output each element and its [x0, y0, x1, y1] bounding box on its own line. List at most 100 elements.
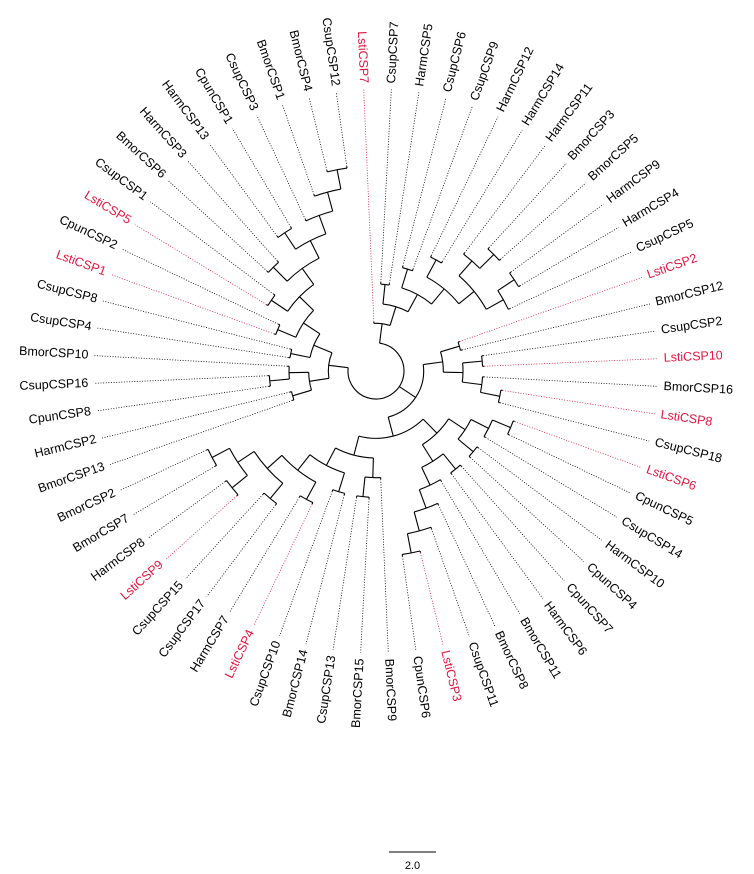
leaf-label-lsticsp4: LstiCSP4	[222, 627, 257, 680]
leaf-leader-line	[332, 497, 357, 650]
branch-segment	[426, 259, 437, 278]
branch-arc	[281, 454, 317, 483]
branch-segment	[269, 482, 284, 499]
leaf-label-csupcsp13: CsupCSP13	[314, 654, 338, 724]
leaf-label-csupcsp11: CsupCSP11	[466, 640, 502, 709]
leaf-leader-line	[488, 162, 567, 248]
branch-segment	[421, 444, 434, 462]
branch-arc	[347, 342, 405, 400]
branch-arc	[309, 454, 345, 474]
branch-segment	[513, 420, 515, 423]
leaf-label-bmorcsp13: BmorCSP13	[36, 459, 106, 495]
branch-arc	[468, 446, 478, 457]
leaf-label-bmorcsp4: BmorCSP4	[287, 29, 315, 93]
branch-segment	[313, 194, 316, 197]
branch-segment	[277, 329, 297, 338]
leaf-leader-line	[483, 330, 656, 357]
leaf-leader-line	[94, 355, 288, 367]
leaf-leader-line	[360, 498, 370, 653]
leaf-leader-line	[478, 447, 602, 541]
branch-arc	[458, 275, 487, 310]
branch-segment	[313, 344, 333, 354]
branch-arc	[364, 476, 381, 479]
branch-segment	[353, 435, 360, 456]
leaf-leader-line	[470, 457, 585, 562]
branch-segment	[304, 219, 307, 222]
branch-arc	[327, 352, 333, 379]
branch-segment	[290, 353, 311, 359]
branch-segment	[518, 285, 521, 288]
branch-arc	[422, 418, 450, 446]
branch-segment	[476, 446, 479, 449]
branch-segment	[487, 247, 490, 250]
leaf-label-lsticsp5: LstiCSP5	[82, 188, 134, 227]
branch-segment	[492, 419, 511, 429]
branch-arc	[308, 372, 312, 391]
branch-segment	[468, 455, 471, 458]
leaf-leader-line	[101, 391, 290, 439]
branch-arc	[401, 287, 432, 305]
branch-arc	[207, 449, 217, 466]
leaf-leader-line	[420, 552, 444, 646]
branch-segment	[421, 467, 431, 486]
leaf-leader-line	[305, 494, 345, 645]
leaf-leader-line	[110, 274, 275, 335]
branch-segment	[483, 436, 486, 438]
branch-segment	[237, 450, 255, 463]
leaf-label-csupcsp5: CsupCSP5	[634, 216, 696, 255]
branch-arc	[450, 464, 461, 474]
leaf-label-bmorcsp10: BmorCSP10	[19, 344, 89, 362]
branch-segment	[485, 299, 504, 310]
leaf-leader-lines	[94, 89, 658, 653]
branch-arc	[380, 283, 390, 286]
branch-arc	[286, 257, 320, 282]
branch-segment	[325, 447, 336, 466]
branch-segment	[266, 304, 269, 306]
leaf-leader-line	[464, 145, 546, 254]
branch-segment	[273, 293, 276, 296]
branch-segment	[271, 299, 288, 312]
branch-segment	[214, 464, 217, 467]
branch-segment	[290, 226, 293, 229]
leaf-leader-line	[438, 504, 496, 627]
branch-arc	[483, 419, 493, 437]
branch-segment	[311, 502, 314, 505]
branch-segment	[298, 495, 301, 498]
branch-segment	[224, 480, 227, 483]
leaf-leader-line	[229, 497, 300, 613]
leaf-label-cpuncsp8: CpunCSP8	[28, 404, 92, 427]
leaf-label-bmorcsp1: BmorCSP1	[254, 38, 288, 102]
branch-arc	[299, 495, 314, 504]
branch-segment	[269, 378, 290, 382]
branch-segment	[507, 433, 510, 436]
branch-segment	[498, 258, 501, 261]
branch-segment	[336, 169, 342, 190]
branch-arc	[253, 451, 284, 484]
leaf-label-bmorcsp14: BmorCSP14	[280, 648, 311, 719]
leaf-leader-line	[442, 129, 523, 262]
leaf-leader-line	[206, 504, 276, 597]
branch-segment	[303, 322, 321, 335]
leaf-leader-line	[484, 376, 658, 387]
branch-segment	[266, 454, 283, 469]
branch-segment	[480, 391, 500, 397]
branch-arc	[314, 188, 341, 197]
branch-segment	[309, 240, 320, 259]
leaf-label-csupcsp7: CsupCSP7	[384, 21, 401, 84]
branch-segment	[458, 290, 475, 305]
leaf-leader-line	[412, 105, 473, 270]
branch-segment	[262, 492, 265, 495]
branch-segment	[309, 377, 329, 382]
leaf-leader-line	[500, 182, 587, 260]
leaf-label-csupcsp10: CsupCSP10	[247, 639, 284, 708]
branch-segment	[389, 306, 397, 326]
scale-bar: 2.0	[389, 851, 436, 872]
branch-segment	[266, 270, 269, 273]
leaf-leader-line	[402, 556, 417, 651]
leaf-leader-line	[335, 91, 348, 167]
branch-arc	[295, 233, 327, 250]
branch-segment	[407, 294, 418, 313]
leaf-leader-line	[440, 480, 521, 614]
branch-segment	[442, 453, 457, 470]
